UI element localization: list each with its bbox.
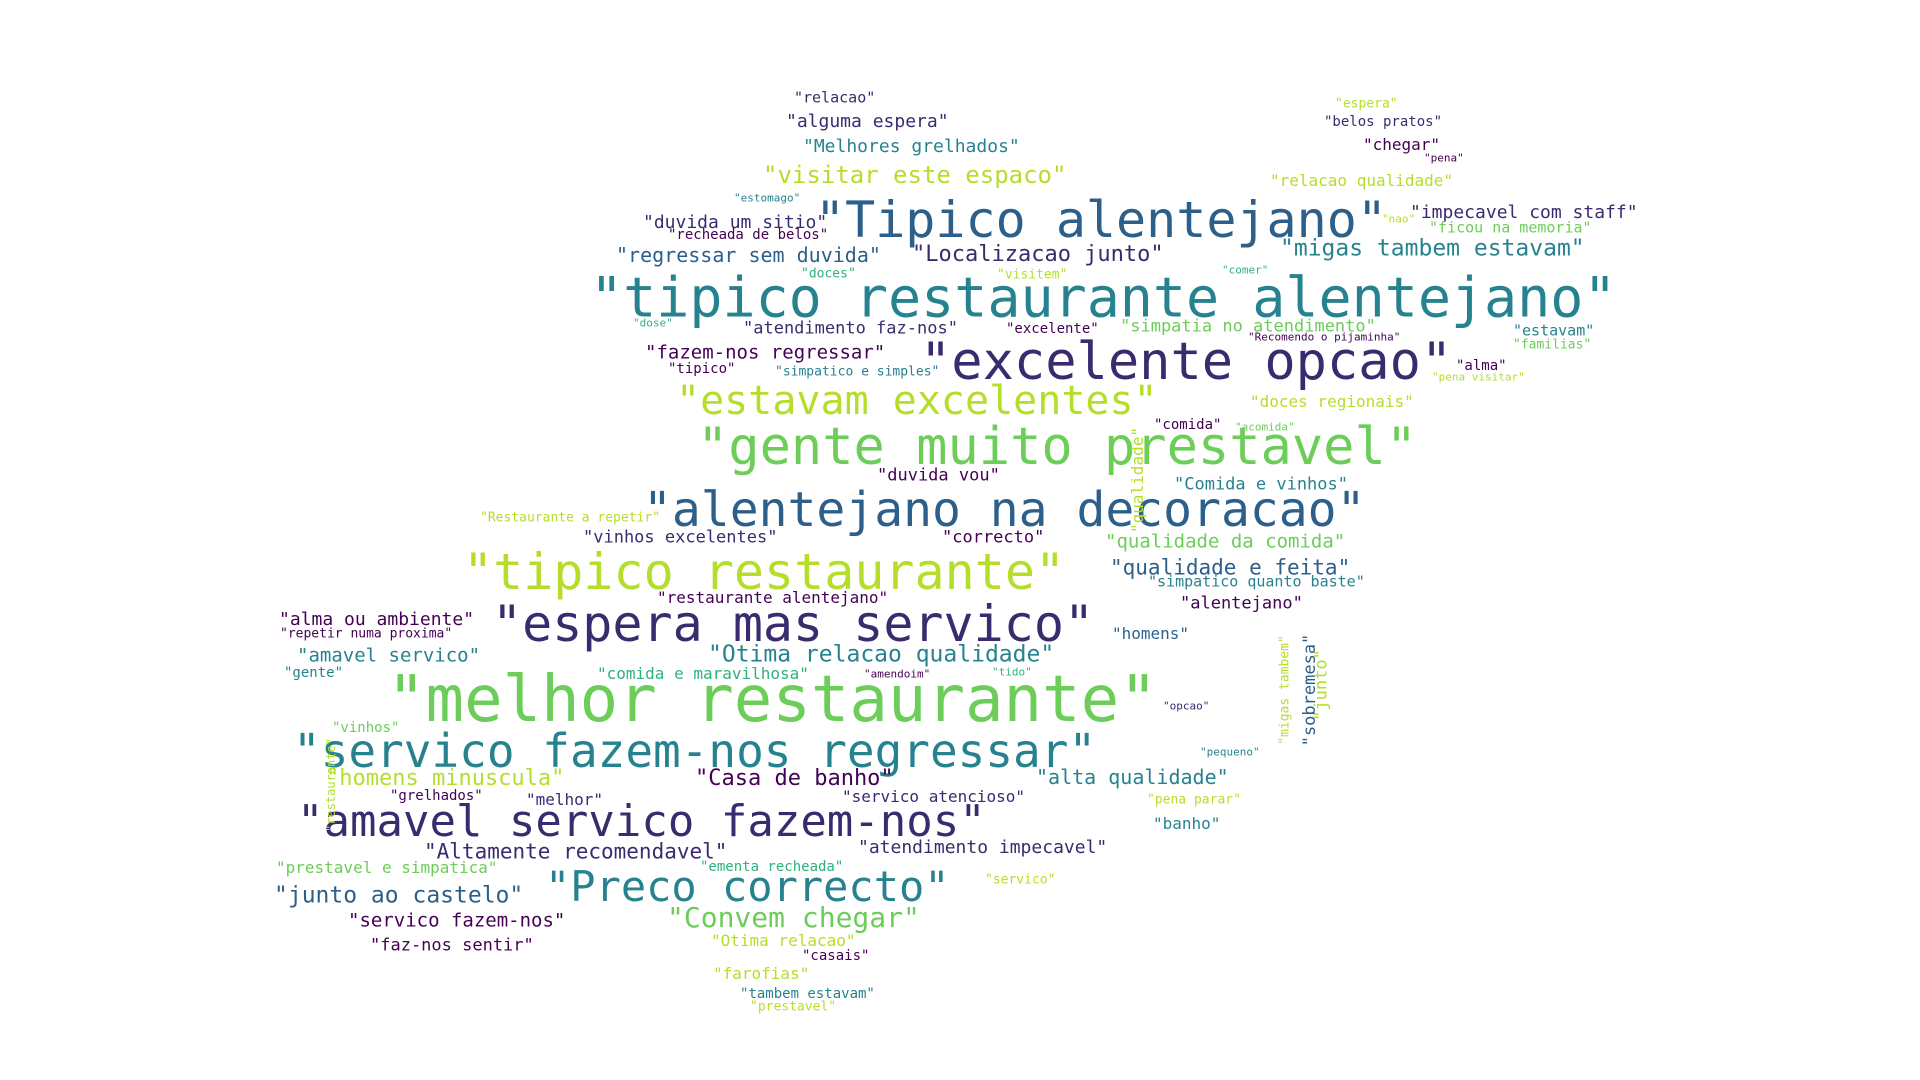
cloud-word: "atendimento faz-nos" bbox=[743, 318, 958, 339]
cloud-word: "Recomendo o pijaminha" bbox=[1248, 330, 1401, 344]
cloud-word: "alma" bbox=[1456, 358, 1507, 374]
cloud-word: "recheada de belos" bbox=[668, 227, 829, 243]
cloud-word: "tido" bbox=[992, 665, 1032, 679]
cloud-word: "Comida e vinhos" bbox=[1174, 474, 1348, 495]
cloud-word: "chegar" bbox=[1363, 135, 1441, 154]
cloud-word: "servico atencioso" bbox=[842, 787, 1026, 806]
cloud-word: "prestavel" bbox=[750, 999, 837, 1015]
cloud-word: "grelhados" bbox=[390, 788, 483, 804]
cloud-word: "tipico restaurante alentejano" bbox=[590, 265, 1617, 330]
cloud-word: "acomida" bbox=[1235, 420, 1295, 434]
cloud-word: "excelente" bbox=[1006, 321, 1099, 337]
cloud-word: "gente" bbox=[284, 665, 344, 681]
cloud-word: "amavel servico" bbox=[297, 644, 481, 667]
cloud-word: "qualidade e feita" bbox=[1110, 555, 1351, 580]
cloud-word: "visitar este espaco" bbox=[763, 161, 1067, 189]
cloud-word: "simpatia no atendimento" bbox=[1120, 316, 1376, 337]
cloud-word: "duvida um sitio" bbox=[643, 212, 828, 233]
cloud-word: "comida e maravilhosa" bbox=[597, 664, 809, 683]
cloud-word: "atendimento impecavel" bbox=[858, 837, 1108, 858]
cloud-word: "correcto" bbox=[942, 527, 1045, 548]
cloud-word: "vinhos excelentes" bbox=[583, 527, 778, 548]
cloud-word: "comida" bbox=[1154, 417, 1222, 433]
cloud-word: "pena parar" bbox=[1147, 792, 1241, 808]
cloud-word: "espera mas servico" bbox=[492, 595, 1095, 653]
cloud-word: "amavel servico fazem-nos" bbox=[297, 796, 986, 847]
cloud-word: "servico" bbox=[985, 872, 1056, 888]
cloud-word: "doces regionais" bbox=[1250, 392, 1414, 411]
cloud-word: "tipico" bbox=[668, 361, 736, 377]
cloud-word: "dose" bbox=[633, 316, 673, 330]
cloud-word: "banho" bbox=[1153, 814, 1221, 833]
cloud-word: "relacao qualidade" bbox=[1270, 171, 1454, 190]
cloud-word: "pena visitar" bbox=[1432, 370, 1525, 384]
cloud-word: "pena" bbox=[1424, 151, 1464, 165]
cloud-word: "estavam excelentes" bbox=[676, 378, 1158, 424]
cloud-word: "familias" bbox=[1513, 337, 1592, 353]
cloud-word: "melhor restaurante" bbox=[387, 663, 1158, 737]
cloud-word: "simpatico quanto baste" bbox=[1148, 572, 1365, 591]
cloud-word: "junto ao castelo" bbox=[274, 882, 524, 909]
cloud-word: "visitem" bbox=[997, 267, 1068, 283]
cloud-word: "Restaurante a repetir" bbox=[480, 510, 661, 526]
cloud-word: "Convem chegar" bbox=[667, 901, 920, 934]
cloud-word: "alguma espera" bbox=[786, 111, 949, 132]
cloud-word: "simpatico e simples" bbox=[775, 364, 940, 380]
cloud-word: "comer" bbox=[1222, 263, 1269, 277]
cloud-word: "qualidade da comida" bbox=[1105, 530, 1346, 553]
cloud-word: "restaurante alentejano" bbox=[657, 588, 889, 607]
cloud-word: "doces" bbox=[801, 266, 856, 282]
cloud-word: "regressar sem duvida" bbox=[616, 243, 881, 267]
cloud-word: "belos pratos" bbox=[1324, 114, 1443, 130]
cloud-word: "amendoim" bbox=[864, 667, 931, 681]
cloud-word: "casais" bbox=[802, 948, 870, 964]
cloud-word: "junto" bbox=[1311, 649, 1332, 721]
cloud-word: "opcao" bbox=[1163, 699, 1210, 713]
cloud-word: "ementa recheada" bbox=[700, 859, 844, 875]
cloud-word: "homens" bbox=[1112, 624, 1190, 643]
cloud-word: "relacao" bbox=[794, 88, 876, 107]
cloud-word: "vinhos" bbox=[332, 720, 400, 736]
cloud-word: "tipico restaurante" bbox=[463, 543, 1066, 601]
cloud-word: "Altamente recomendavel" bbox=[424, 839, 728, 864]
cloud-word: "estavam" bbox=[1513, 321, 1595, 340]
cloud-word: "gente muito prestavel" bbox=[697, 417, 1418, 477]
cloud-word: "qualidade" bbox=[1127, 427, 1147, 533]
cloud-word: "servico fazem-nos" bbox=[348, 909, 566, 932]
cloud-word: "Otima relacao qualidade" bbox=[708, 641, 1055, 668]
cloud-word: "servico fazem-nos regressar" bbox=[293, 724, 1097, 778]
cloud-word: "Casa de banho" bbox=[695, 766, 894, 791]
cloud-word: "farofias" bbox=[713, 964, 810, 983]
cloud-word: "Melhores grelhados" bbox=[803, 136, 1020, 157]
cloud-word: "Otima relacao" bbox=[711, 931, 856, 950]
cloud-word: "ficou na memoria" bbox=[1429, 218, 1592, 237]
cloud-word: "alta qualidade" bbox=[1036, 765, 1229, 789]
cloud-word: "restaurante" bbox=[323, 738, 338, 832]
cloud-word: "duvida vou" bbox=[877, 465, 1000, 486]
cloud-word: "tambem estavam" bbox=[740, 986, 875, 1002]
cloud-word: "migas tambem" bbox=[1277, 635, 1293, 745]
cloud-word: "prestavel e simpatica" bbox=[276, 858, 498, 877]
cloud-word: "nao" bbox=[1382, 212, 1416, 226]
cloud-word: "fazem-nos regressar" bbox=[645, 341, 886, 364]
cloud-word: "alma ou ambiente" bbox=[279, 609, 475, 630]
cloud-word: "faz-nos sentir" bbox=[370, 935, 534, 956]
cloud-word: "pequeno" bbox=[1200, 745, 1260, 759]
cloud-word: "repetir numa proxima" bbox=[280, 626, 453, 642]
cloud-word: "migas tambem estavam" bbox=[1280, 235, 1585, 262]
cloud-word: "homens minuscula" bbox=[326, 766, 565, 791]
cloud-word: "Tipico alentejano" bbox=[815, 191, 1387, 249]
cloud-word: "espera" bbox=[1335, 96, 1398, 112]
cloud-word: "melhor" bbox=[526, 790, 604, 809]
cloud-word: "excelente opcao" bbox=[920, 332, 1453, 392]
cloud-word: "Localizacao junto" bbox=[912, 242, 1164, 267]
cloud-word: "alentejano" bbox=[1180, 593, 1303, 614]
cloud-word: "impecavel com staff" bbox=[1410, 202, 1638, 223]
cloud-word: "Preco correcto" bbox=[545, 862, 950, 911]
cloud-word: "alentejano na decoracao" bbox=[643, 482, 1366, 538]
cloud-word: "estomago" bbox=[734, 191, 801, 205]
